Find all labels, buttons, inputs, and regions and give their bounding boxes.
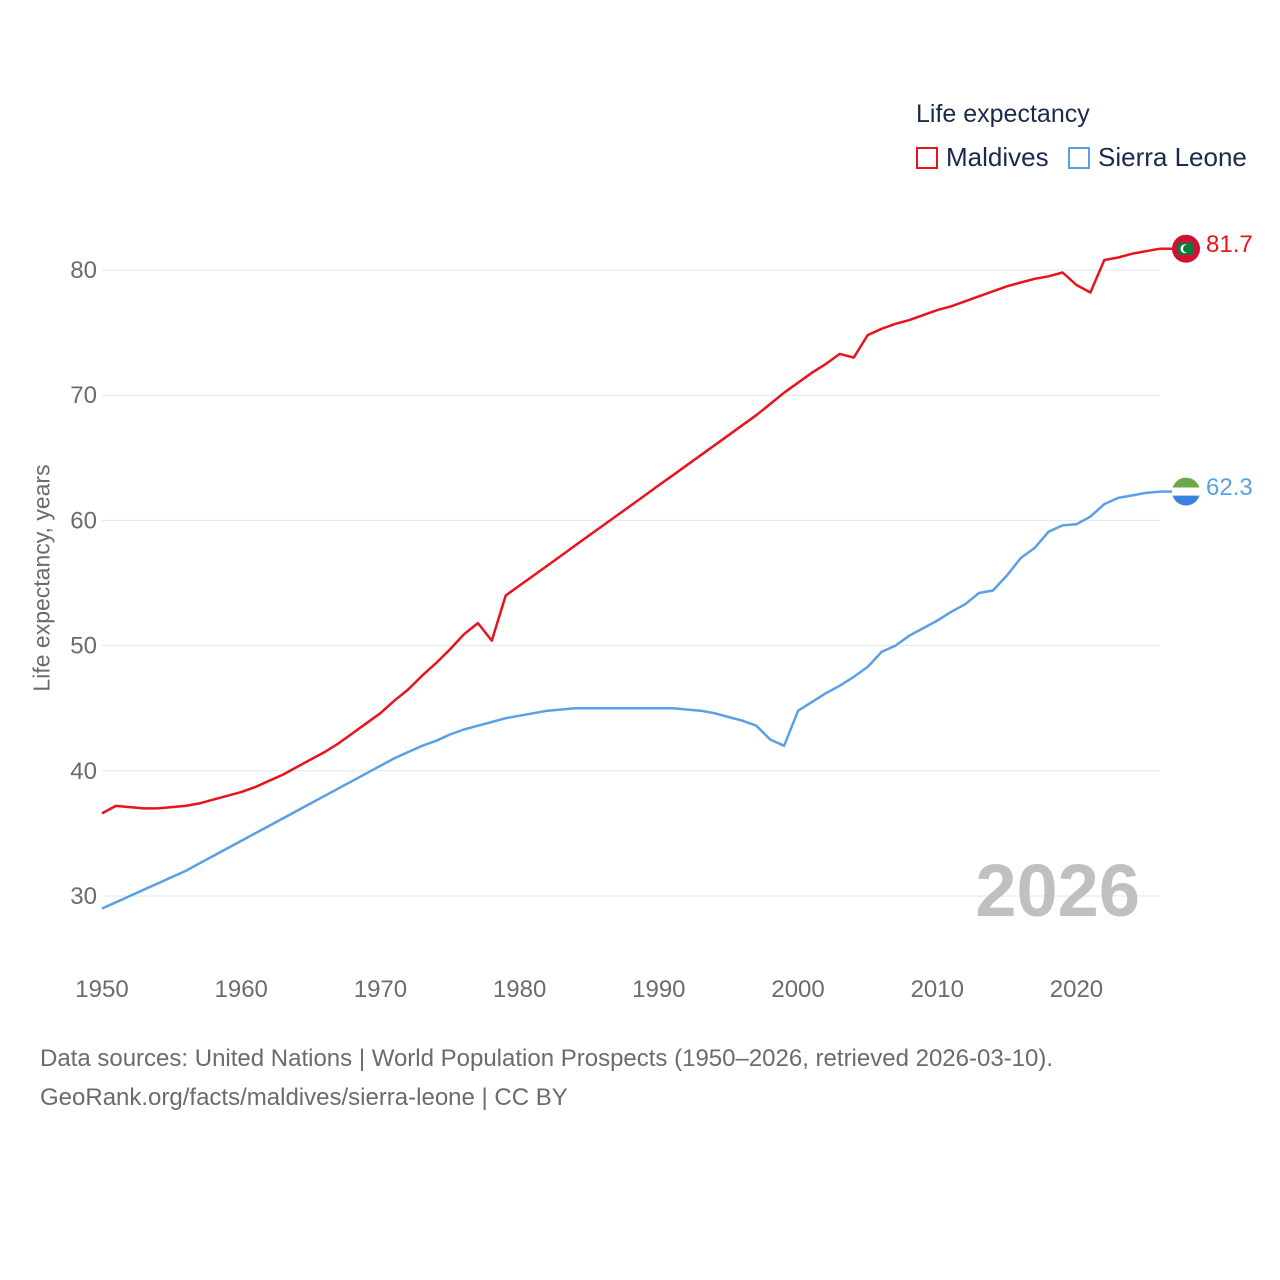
y-tick-label: 80: [70, 257, 97, 284]
x-tick-label: 2010: [911, 976, 964, 1003]
series-line-maldives: [101, 247, 1161, 815]
series-line-sierra-leone: [101, 490, 1161, 910]
end-value-label-maldives: 81.7: [1206, 231, 1253, 258]
legend-swatch-sierra-leone: [1068, 146, 1090, 169]
flag-stripe-green: [1172, 477, 1200, 488]
gridlines: [102, 269, 1160, 897]
y-tick-label: 30: [70, 883, 97, 910]
legend-label-sierra-leone: Sierra Leone: [1098, 142, 1247, 172]
flag-marker-sierra-leone: [1172, 477, 1200, 506]
y-tick-label: 40: [70, 758, 97, 785]
legend-swatch-maldives: [916, 146, 938, 169]
flag-marker-maldives: [1172, 234, 1200, 263]
y-tick-label: 70: [70, 382, 97, 409]
x-tick-label: 1980: [493, 976, 546, 1003]
series-lines: [101, 247, 1161, 910]
current-year-label: 2026: [975, 849, 1140, 932]
legend-title: Life expectancy: [916, 100, 1090, 128]
legend-item-sierra-leone[interactable]: Sierra Leone: [1068, 142, 1247, 173]
sierra-leone-flag-icon: [1172, 477, 1200, 506]
footer-attribution: GeoRank.org/facts/maldives/sierra-leone …: [40, 1084, 568, 1111]
flag-crescent-cut: [1183, 244, 1191, 253]
legend-label-maldives: Maldives: [946, 142, 1049, 172]
legend-item-maldives[interactable]: Maldives: [916, 142, 1049, 173]
footer-sources: Data sources: United Nations | World Pop…: [40, 1045, 1054, 1072]
x-tick-labels: 1950 1960 1970 1980 1990 2000 2010 2020: [75, 976, 1103, 1003]
x-tick-label: 1960: [215, 976, 268, 1003]
flag-stripe-white: [1172, 487, 1200, 496]
end-value-label-sierra-leone: 62.3: [1206, 474, 1253, 501]
x-tick-label: 1990: [632, 976, 685, 1003]
x-tick-label: 1970: [354, 976, 407, 1003]
flag-stripe-blue: [1172, 495, 1200, 506]
x-tick-label: 2000: [771, 976, 824, 1003]
y-tick-label: 60: [70, 507, 97, 534]
y-tick-labels: 30 40 50 60 70 80: [70, 257, 97, 910]
x-tick-label: 2020: [1050, 976, 1103, 1003]
series-end-markers: [1160, 234, 1200, 506]
y-axis-label: Life expectancy, years: [28, 464, 55, 692]
y-tick-label: 50: [70, 633, 97, 660]
x-tick-label: 1950: [75, 976, 128, 1003]
